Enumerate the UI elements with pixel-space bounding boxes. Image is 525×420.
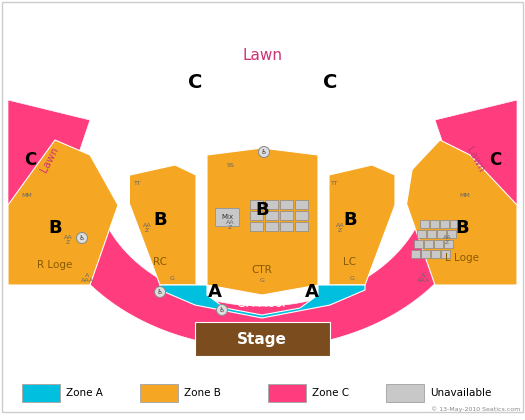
Bar [447, 230, 456, 238]
Bar [441, 250, 450, 258]
Text: A
AAA: A AAA [80, 273, 93, 284]
Text: Mix: Mix [221, 214, 233, 220]
Text: ♿: ♿ [157, 289, 163, 295]
Bar [434, 240, 443, 248]
Polygon shape [8, 140, 118, 285]
Bar [430, 220, 439, 228]
Text: C: C [489, 151, 501, 169]
Bar [437, 230, 446, 238]
Bar [265, 222, 278, 231]
Text: Lawn: Lawn [464, 146, 486, 174]
Polygon shape [329, 165, 395, 285]
Text: MM: MM [22, 192, 33, 197]
Bar [414, 240, 423, 248]
Text: AA
Z: AA Z [335, 223, 344, 234]
Text: A
AAA: A AAA [416, 273, 429, 284]
Text: Zone A: Zone A [66, 388, 103, 398]
Polygon shape [395, 140, 517, 285]
Circle shape [154, 286, 165, 297]
Text: MM: MM [459, 192, 470, 197]
Text: AA
Z: AA Z [226, 220, 234, 231]
Bar [444, 240, 453, 248]
Text: C: C [323, 73, 337, 92]
Text: A: A [208, 283, 222, 301]
Text: L Loge: L Loge [445, 253, 479, 263]
Bar [417, 230, 426, 238]
Bar [295, 200, 308, 209]
Text: RC: RC [153, 257, 167, 267]
Bar [268, 384, 306, 402]
Text: R Loge: R Loge [37, 260, 72, 270]
Text: AA
Z: AA Z [443, 235, 452, 245]
Polygon shape [40, 175, 484, 348]
Bar [440, 220, 449, 228]
Text: G: G [259, 278, 265, 283]
Text: ♿: ♿ [261, 149, 267, 155]
Text: LC: LC [343, 257, 356, 267]
Polygon shape [160, 285, 365, 318]
Text: B: B [455, 219, 469, 237]
Bar [280, 211, 293, 220]
Text: G: G [170, 276, 174, 281]
Text: SS: SS [226, 163, 234, 168]
Polygon shape [110, 148, 130, 205]
Text: AA
Z: AA Z [143, 223, 151, 234]
Polygon shape [8, 100, 90, 205]
Polygon shape [207, 148, 318, 295]
Polygon shape [435, 100, 517, 205]
Bar [195, 322, 330, 356]
Text: AA
Z: AA Z [64, 235, 72, 245]
Bar [427, 230, 436, 238]
Circle shape [77, 233, 88, 244]
Text: B: B [48, 219, 62, 237]
Bar [386, 384, 424, 402]
Bar [421, 250, 430, 258]
Text: A: A [305, 283, 319, 301]
Text: GA Floor: GA Floor [237, 297, 287, 310]
Bar [250, 211, 263, 220]
Text: Stage: Stage [237, 331, 287, 346]
Bar [431, 250, 440, 258]
Text: B: B [255, 201, 269, 219]
Circle shape [216, 304, 227, 315]
Text: Lawn: Lawn [39, 146, 61, 174]
Bar [280, 200, 293, 209]
Text: Lawn: Lawn [242, 47, 282, 63]
Text: B: B [343, 211, 357, 229]
Polygon shape [193, 155, 207, 285]
Text: Unavailable: Unavailable [430, 388, 491, 398]
Polygon shape [395, 148, 415, 205]
Bar [280, 222, 293, 231]
Bar [140, 384, 178, 402]
Bar [250, 200, 263, 209]
Polygon shape [118, 165, 196, 285]
Bar [22, 384, 60, 402]
Bar [424, 240, 433, 248]
Bar [420, 220, 429, 228]
Bar [215, 208, 239, 226]
Text: B: B [153, 211, 167, 229]
Bar [411, 250, 420, 258]
Text: TT: TT [331, 181, 339, 186]
Polygon shape [318, 155, 329, 285]
Circle shape [258, 147, 269, 158]
Text: ♿: ♿ [219, 307, 225, 313]
Bar [295, 222, 308, 231]
Text: Zone C: Zone C [312, 388, 349, 398]
Bar [295, 211, 308, 220]
Text: ♿: ♿ [79, 235, 85, 241]
Text: Zone B: Zone B [184, 388, 221, 398]
Text: G: G [350, 276, 354, 281]
Text: C: C [188, 73, 202, 92]
Text: CTR: CTR [251, 265, 272, 275]
Text: TT: TT [134, 181, 142, 186]
Bar [265, 211, 278, 220]
Text: © 13-May-2010 Seatics.com: © 13-May-2010 Seatics.com [430, 407, 520, 412]
Bar [265, 200, 278, 209]
Bar [450, 220, 459, 228]
Text: C: C [24, 151, 36, 169]
Bar [250, 222, 263, 231]
